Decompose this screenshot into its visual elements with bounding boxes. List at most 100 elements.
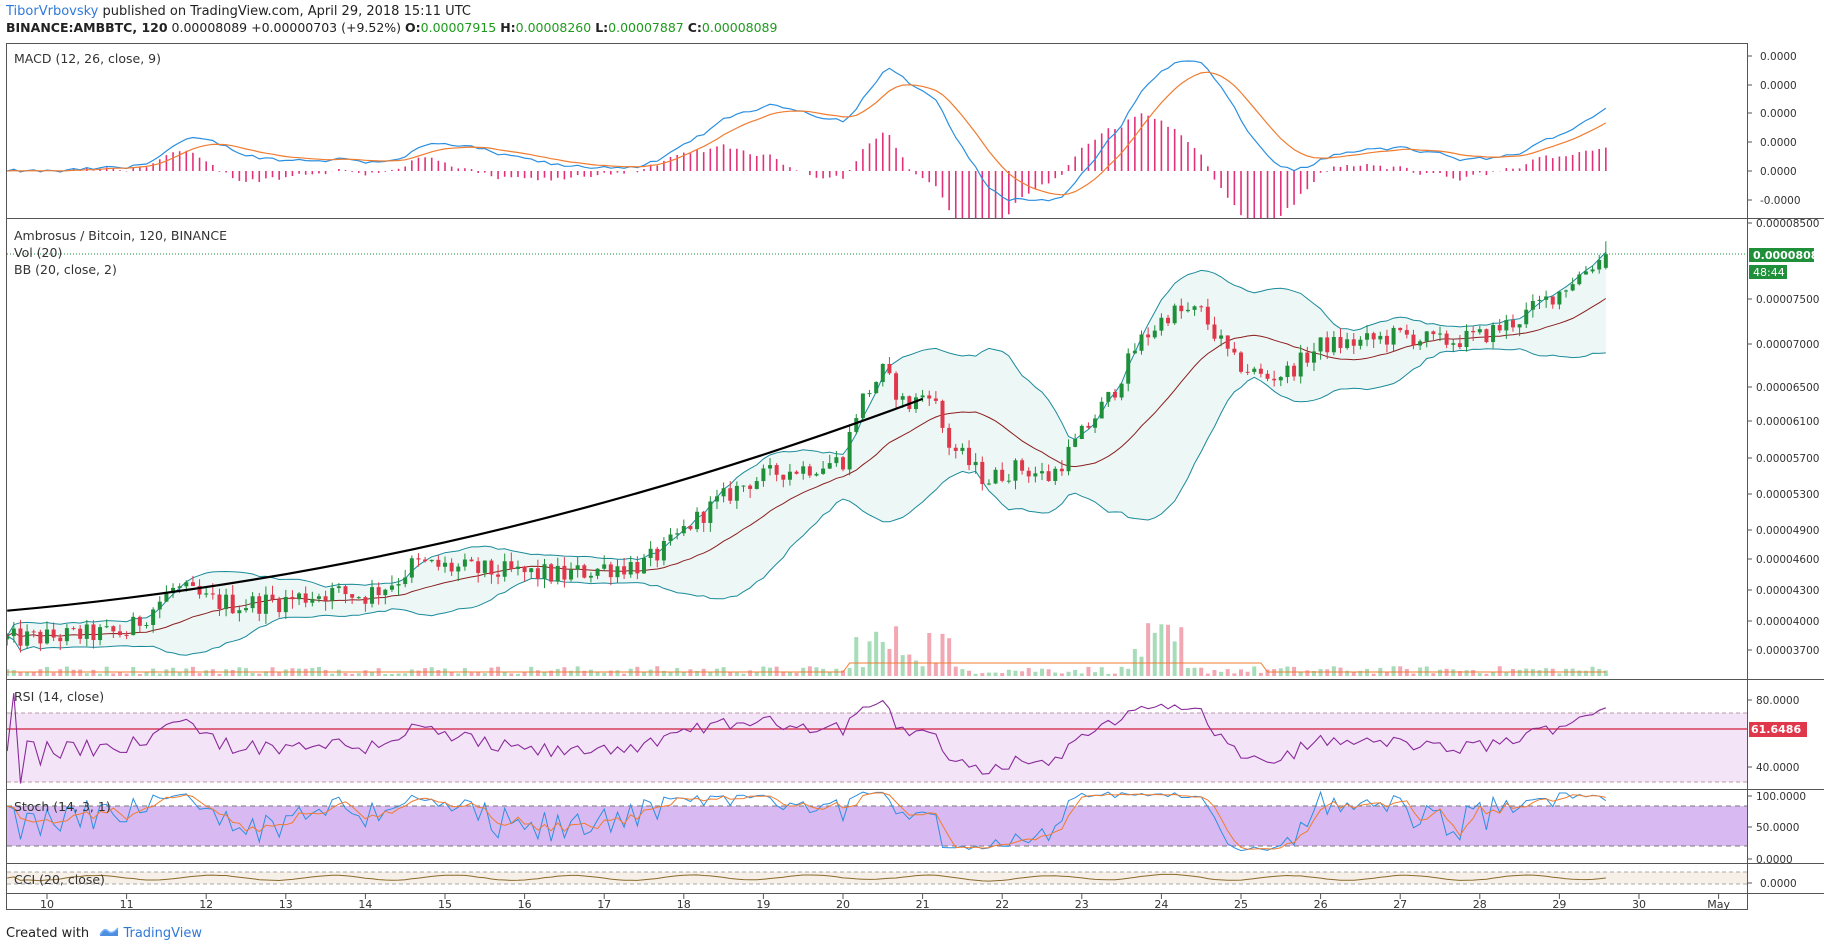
candle-up <box>1192 306 1197 310</box>
candle-up <box>1079 425 1084 440</box>
publish-info: TiborVrbovsky published on TradingView.c… <box>6 4 471 19</box>
volume-bar <box>1172 641 1177 676</box>
candle-up <box>648 548 653 558</box>
candle-down <box>781 474 786 480</box>
volume-bar <box>1126 668 1131 676</box>
volume-bar <box>1252 666 1257 676</box>
candle-up <box>1544 296 1549 300</box>
volume-bar <box>1424 666 1429 676</box>
candle-up <box>330 588 335 601</box>
candle-down <box>728 488 733 501</box>
candle-up <box>370 587 375 604</box>
time-tick-label: 21 <box>916 898 930 911</box>
stoch-label[interactable]: Stoch (14, 3, 1) <box>14 799 111 814</box>
rsi-label[interactable]: RSI (14, close) <box>14 689 104 704</box>
candle-up <box>84 624 89 639</box>
macd-tick-label: 0.0000 <box>1760 80 1797 92</box>
candle-up <box>1159 317 1164 331</box>
stoch-tick-label: 100.0000 <box>1756 791 1806 803</box>
candle-down <box>31 631 36 633</box>
volume-bar <box>1603 670 1608 676</box>
candle-up <box>1590 269 1595 272</box>
volume-bar <box>363 670 368 676</box>
footer: Created with TradingView <box>6 925 202 941</box>
candle-up <box>45 629 49 644</box>
cci-label[interactable]: CCI (20, close) <box>14 872 105 887</box>
candle-up <box>429 559 434 562</box>
volume-bar <box>496 666 501 676</box>
volume-bar <box>263 671 268 676</box>
candle-down <box>953 447 958 451</box>
volume-bar <box>1351 672 1356 676</box>
candle-down <box>774 465 779 475</box>
volume-bar <box>230 669 235 676</box>
candle-up <box>1491 325 1496 343</box>
candle-down <box>794 471 799 474</box>
macd-line <box>7 60 1607 202</box>
volume-bar <box>588 669 593 676</box>
candle-up <box>403 577 408 585</box>
candle-up <box>1152 330 1157 338</box>
volume-bar <box>1537 670 1542 676</box>
candle-up <box>157 601 162 610</box>
volume-bar <box>933 662 938 676</box>
candle-up <box>1391 327 1396 345</box>
stoch-tick-label: 50.0000 <box>1756 822 1799 834</box>
volume-bar <box>1345 670 1350 676</box>
volume-bar <box>1179 627 1184 676</box>
volume-bar <box>350 673 355 676</box>
candle-up <box>1066 446 1071 472</box>
volume-bar <box>1212 669 1217 676</box>
candle-up <box>11 628 16 637</box>
volume-bar <box>409 669 414 676</box>
tradingview-link[interactable]: TradingView <box>123 926 202 941</box>
candle-up <box>237 610 242 614</box>
candle-down <box>197 585 202 595</box>
candle-down <box>1212 324 1217 339</box>
candle-up <box>695 511 700 530</box>
volume-bar <box>217 673 222 676</box>
author-link[interactable]: TiborVrbovsky <box>6 4 99 19</box>
chart-area[interactable]: 0.00008500 0.00007500 0.00007000 0.00006500… <box>0 0 1824 912</box>
volume-bar <box>1477 673 1482 676</box>
volume-bar <box>137 673 142 676</box>
volume-bar <box>1119 666 1124 676</box>
candle-down <box>78 628 83 639</box>
volume-bar <box>1000 673 1005 676</box>
candle-up <box>661 541 666 561</box>
axes-layer: 0.00008500 0.00007500 0.00007000 0.00006500… <box>40 51 1819 911</box>
volume-bar <box>1298 671 1303 676</box>
candle-down <box>257 596 262 614</box>
candle-down <box>1457 343 1462 347</box>
macd-label[interactable]: MACD (12, 26, close, 9) <box>14 51 161 66</box>
candle-down <box>1258 368 1263 374</box>
candle-up <box>1278 377 1283 381</box>
candle-up <box>1331 337 1336 353</box>
volume-bar <box>874 631 879 676</box>
candle-down <box>58 637 63 642</box>
last-price: 0.00008089 <box>171 20 248 35</box>
bb-label[interactable]: BB (20, close, 2) <box>14 262 117 277</box>
candle-down <box>1404 330 1409 335</box>
candle-down <box>18 628 23 646</box>
candle-up <box>575 565 580 570</box>
cci-line <box>7 873 1606 882</box>
volume-bar <box>1590 666 1595 676</box>
volume-bar <box>204 670 209 676</box>
candle-up <box>224 594 229 610</box>
vol-label[interactable]: Vol (20) <box>14 245 62 260</box>
volume-bar <box>356 673 361 676</box>
volume-bar <box>1484 673 1489 676</box>
volume-bar <box>695 670 700 676</box>
candle-down <box>1550 296 1555 305</box>
candle-down <box>277 599 282 613</box>
volume-bar <box>860 667 865 676</box>
trend-line <box>7 397 923 612</box>
candle-up <box>801 466 806 474</box>
time-tick-label: 25 <box>1234 898 1248 911</box>
main-title[interactable]: Ambrosus / Bitcoin, 120, BINANCE <box>14 228 227 243</box>
time-tick-label: 19 <box>756 898 770 911</box>
candle-up <box>681 526 686 534</box>
macd-tick-label: 0.0000 <box>1760 51 1797 63</box>
volume-bar <box>1258 672 1263 676</box>
